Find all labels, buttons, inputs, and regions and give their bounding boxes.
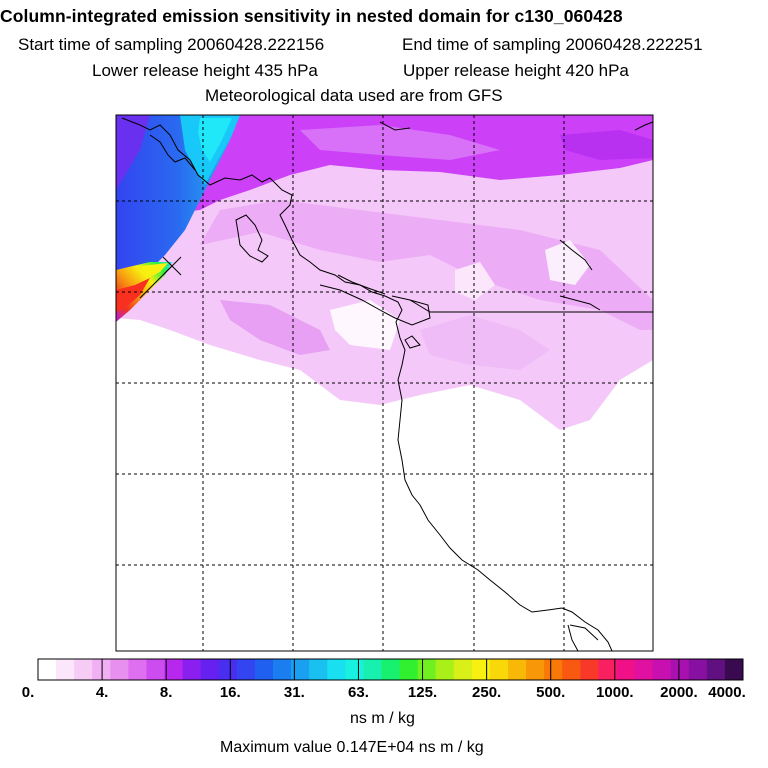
colorbar-swatch <box>417 659 437 680</box>
colorbar-swatch <box>562 659 581 680</box>
met-data-source: Meteorological data used are from GFS <box>205 86 503 105</box>
colorbar-swatch <box>363 659 382 680</box>
colorbar-swatch <box>309 659 328 680</box>
colorbar-label: 8. <box>159 684 173 701</box>
colorbar-label: 500. <box>536 684 566 701</box>
colorbar-swatch <box>236 659 256 680</box>
colorbar-label: 63. <box>348 684 369 701</box>
colorbar-swatch <box>74 659 93 680</box>
colorbar <box>37 658 744 681</box>
colorbar-label: 250. <box>472 684 502 701</box>
colorbar-swatch <box>435 659 455 680</box>
colorbar-swatch <box>38 659 57 680</box>
lat-lon-grid <box>116 115 653 651</box>
colorbar-swatch <box>218 659 238 680</box>
upper-release-height: Upper release height 420 hPa <box>403 61 629 80</box>
colorbar-swatch <box>688 659 708 680</box>
lower-release-height: Lower release height 435 hPa <box>92 61 318 80</box>
colorbar-label: 1000. <box>596 684 634 701</box>
colorbar-swatch <box>56 659 75 680</box>
colorbar-swatch <box>580 659 599 680</box>
colorbar-swatch <box>110 659 129 680</box>
colorbar-swatch <box>544 659 563 680</box>
colorbar-swatch <box>182 659 202 680</box>
release-hotspot <box>116 262 172 322</box>
colorbar-swatch <box>327 659 346 680</box>
colorbar-swatch <box>526 659 545 680</box>
colorbar-frame <box>37 658 744 681</box>
colorbar-swatch <box>164 659 184 680</box>
release-point-marker <box>139 256 182 299</box>
colorbar-swatch <box>598 659 617 680</box>
end-time: End time of sampling 20060428.222251 <box>402 35 703 54</box>
colorbar-swatch <box>652 659 672 680</box>
colorbar-swatch <box>453 659 473 680</box>
colorbar-swatch <box>724 659 744 680</box>
colorbar-swatch <box>471 659 491 680</box>
start-time: Start time of sampling 20060428.222156 <box>18 35 325 54</box>
colorbar-swatch <box>399 659 419 680</box>
colorbar-swatch <box>706 659 726 680</box>
coastline <box>121 117 653 651</box>
colorbar-swatch <box>508 659 527 680</box>
colorbar-label: 31. <box>283 684 305 701</box>
colorbar-swatch <box>381 659 401 680</box>
colorbar-swatch <box>634 659 654 680</box>
magenta-band <box>116 115 653 230</box>
colorbar-swatch <box>345 659 364 680</box>
colorbar-swatch <box>273 659 292 680</box>
colorbar-swatch <box>200 659 220 680</box>
colorbar-swatch <box>128 659 147 680</box>
colorbar-label: 4. <box>95 684 109 701</box>
colorbar-label: 16. <box>219 684 241 701</box>
maximum-value: Maximum value 0.147E+04 ns m / kg <box>220 739 484 756</box>
plot-title: Column-integrated emission sensitivity i… <box>0 6 623 26</box>
colorbar-swatch <box>489 659 509 680</box>
colorbar-label: 125. <box>407 684 438 701</box>
colorbar-swatch <box>616 659 636 680</box>
colorbar-swatch <box>92 659 111 680</box>
colorbar-swatch <box>291 659 310 680</box>
colorbar-swatch <box>670 659 690 680</box>
colorbar-label: 0. <box>21 684 35 701</box>
colorbar-swatch <box>254 659 274 680</box>
colorbar-label: 2000. <box>660 684 698 701</box>
colorbar-swatch <box>146 659 166 680</box>
map-frame <box>115 114 654 652</box>
colorbar-label: 4000. <box>708 684 746 701</box>
units-label: ns m / kg <box>350 710 415 727</box>
